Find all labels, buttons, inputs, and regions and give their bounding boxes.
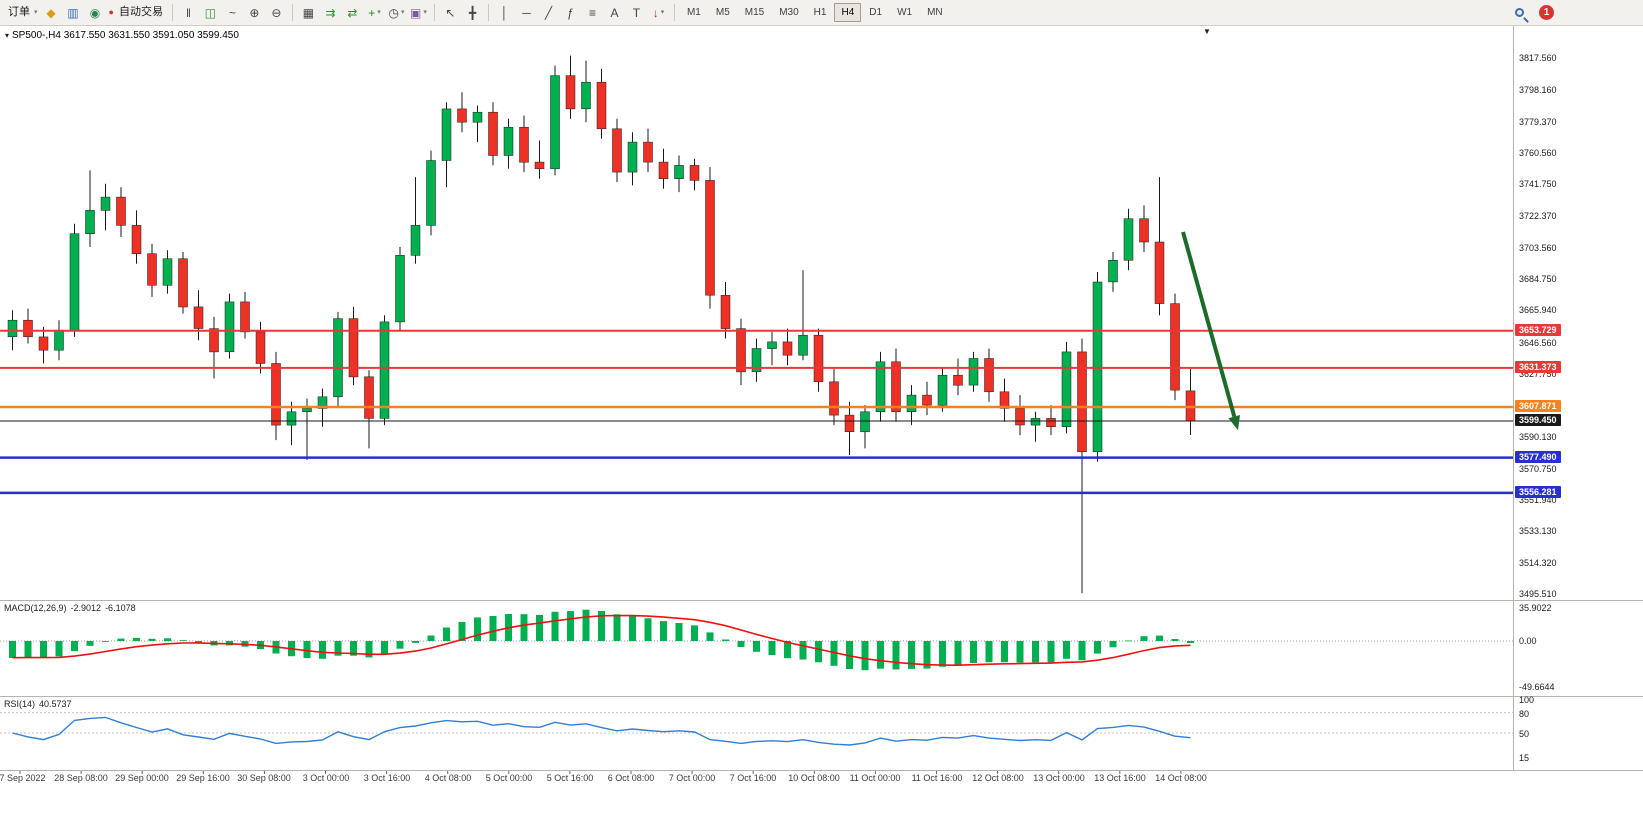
- new-chart-button[interactable]: + ▾: [364, 3, 385, 23]
- candlestick-chart-icon-glyph: ◫: [204, 5, 217, 20]
- caret-down-icon: ▾: [660, 9, 665, 16]
- channel-icon[interactable]: ≡: [582, 3, 603, 23]
- toolbar-separator: [433, 4, 435, 21]
- horizontal-line-icon-glyph: ─: [522, 5, 531, 20]
- zoom-out-icon[interactable]: ⊖: [266, 3, 287, 23]
- autoscroll-icon[interactable]: ⇉: [320, 3, 341, 23]
- market-watch-icon-glyph: ◆: [46, 5, 56, 20]
- periods-button-glyph: ◷: [388, 5, 399, 20]
- main-toolbar: 订单 ▾ ◆ ▥ ◉ ● 自动交易 ‖ ◫ ~ ⊕ ⊖ ▦ ⇉ ⇄ + ▾ ◷ ▾ ▣ ▾ ↖ ╋ │ ─ ╱ ƒ ≡ A T ↓ ▾ M1 M5…: [0, 0, 1643, 26]
- pane-dividers: [0, 26, 1643, 771]
- caret-down-icon: ▾: [34, 9, 38, 16]
- macd-histogram: [9, 609, 1194, 671]
- timeframe-mn[interactable]: MN: [927, 7, 943, 18]
- templates-button[interactable]: ▣ ▾: [408, 3, 429, 23]
- globe-icon[interactable]: ◉: [85, 3, 106, 23]
- horizontal-level-lines[interactable]: [0, 329, 1513, 495]
- trendline-icon[interactable]: ╱: [538, 3, 559, 23]
- new-order-button[interactable]: 订单 ▾: [4, 3, 40, 23]
- autotrading-button[interactable]: ● 自动交易: [107, 3, 167, 23]
- line-chart-icon-glyph: ~: [228, 5, 236, 20]
- tile-windows-icon[interactable]: ▦: [298, 3, 319, 23]
- autotrading-label: 自动交易: [118, 6, 163, 18]
- rsi-line: [12, 716, 1191, 746]
- notification-badge[interactable]: 1: [1539, 5, 1554, 20]
- new-order-label: 订单: [8, 6, 30, 18]
- text-icon[interactable]: A: [604, 3, 625, 23]
- arrows-tool-button-glyph: ↓: [652, 5, 659, 20]
- time-axis-ticks: [19, 771, 1182, 774]
- caret-down-icon: ▾: [377, 9, 381, 16]
- chart-shift-icon[interactable]: ⇄: [342, 3, 363, 23]
- timeframe-m15[interactable]: M15: [744, 7, 765, 18]
- label-icon[interactable]: T: [626, 3, 647, 23]
- caret-down-icon: ▾: [400, 9, 405, 16]
- vertical-line-icon[interactable]: │: [494, 3, 515, 23]
- chart-background[interactable]: [0, 26, 1643, 821]
- fibonacci-icon[interactable]: ƒ: [560, 3, 581, 23]
- zoom-in-icon-glyph: ⊕: [249, 5, 260, 20]
- text-icon-glyph: A: [610, 5, 619, 20]
- timeframe-d1[interactable]: D1: [869, 7, 883, 18]
- zoom-in-icon[interactable]: ⊕: [244, 3, 265, 23]
- timeframe-h1[interactable]: H1: [813, 7, 827, 18]
- timeframe-m1[interactable]: M1: [686, 7, 701, 18]
- label-icon-glyph: T: [632, 5, 641, 20]
- chart-window-icon[interactable]: ▥: [63, 3, 84, 23]
- crosshair-icon[interactable]: ╋: [462, 3, 483, 23]
- candlestick-chart-icon[interactable]: ◫: [200, 3, 221, 23]
- crosshair-icon-glyph: ╋: [468, 5, 477, 20]
- toolbar-separator: [291, 4, 293, 21]
- fibonacci-icon-glyph: ƒ: [567, 5, 574, 20]
- caret-down-icon: ▾: [423, 9, 427, 16]
- channel-icon-glyph: ≡: [588, 5, 596, 20]
- periods-button[interactable]: ◷ ▾: [386, 3, 407, 23]
- trendline-icon-glyph: ╱: [544, 5, 553, 20]
- arrows-tool-button[interactable]: ↓ ▾: [648, 3, 669, 23]
- vertical-line-icon-glyph: │: [500, 5, 509, 20]
- chart-shift-icon-glyph: ⇄: [347, 5, 358, 20]
- timeframe-w1[interactable]: W1: [897, 7, 913, 18]
- bars-chart-icon-glyph: ‖: [185, 5, 191, 20]
- horizontal-line-icon[interactable]: ─: [516, 3, 537, 23]
- market-watch-icon[interactable]: ◆: [41, 3, 62, 23]
- chart-window-icon-glyph: ▥: [67, 5, 79, 20]
- toolbar-separator: [487, 4, 489, 21]
- line-chart-icon[interactable]: ~: [222, 3, 243, 23]
- zoom-out-icon-glyph: ⊖: [271, 5, 282, 20]
- autoscroll-icon-glyph: ⇉: [325, 5, 336, 20]
- macd-signal-line: [12, 614, 1191, 667]
- timeframe-m30[interactable]: M30: [779, 7, 799, 18]
- new-chart-button-glyph: +: [368, 5, 376, 20]
- bars-chart-icon[interactable]: ‖: [178, 3, 199, 23]
- timeframe-h4[interactable]: H4: [834, 3, 862, 22]
- toolbar-separator: [171, 4, 173, 21]
- magnifier-glass: [1515, 8, 1524, 17]
- globe-icon-glyph: ◉: [89, 5, 101, 20]
- autotrading-icon: ●: [108, 7, 114, 17]
- cursor-icon[interactable]: ↖: [440, 3, 461, 23]
- candlestick-series: [7, 55, 1196, 594]
- trend-arrow[interactable]: [1181, 231, 1240, 431]
- templates-button-glyph: ▣: [410, 5, 422, 20]
- cursor-icon-glyph: ↖: [445, 5, 456, 20]
- tile-windows-icon-glyph: ▦: [302, 5, 315, 20]
- search-icon[interactable]: [1509, 3, 1530, 23]
- toolbar-separator: [673, 4, 675, 21]
- timeframe-m5[interactable]: M5: [715, 7, 730, 18]
